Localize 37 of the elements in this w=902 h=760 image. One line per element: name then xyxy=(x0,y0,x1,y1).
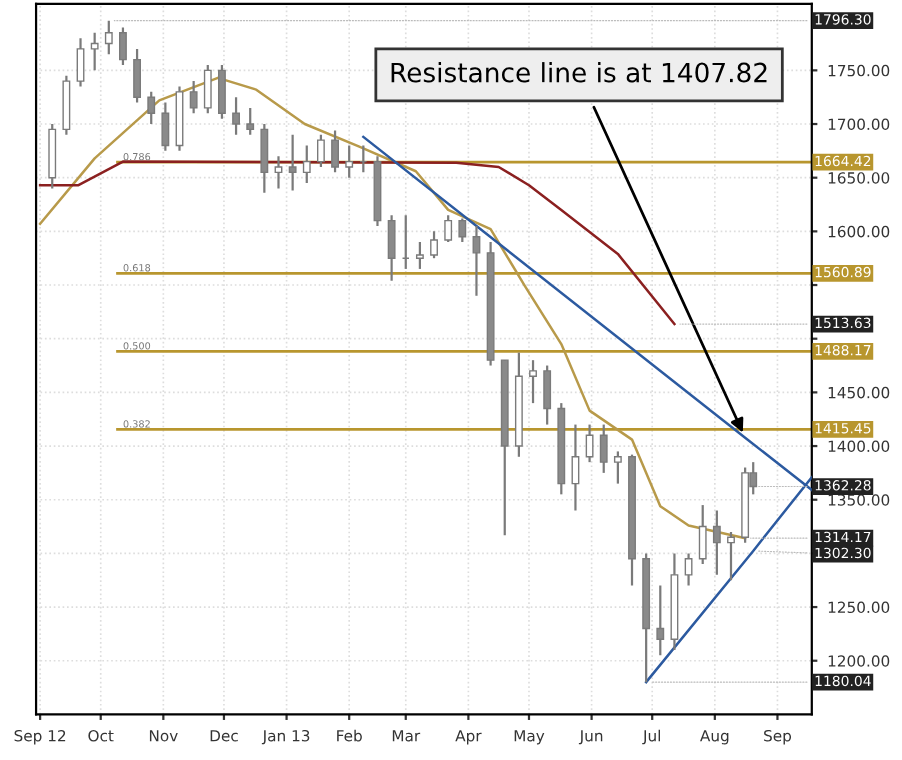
candlestick xyxy=(274,155,283,190)
annotation: Resistance line is at 1407.82 xyxy=(391,62,767,83)
candlestick xyxy=(246,106,255,136)
candlestick xyxy=(76,37,85,88)
candlestick xyxy=(203,63,212,115)
candlestick xyxy=(218,63,226,120)
candlestick xyxy=(345,144,354,179)
candlestick xyxy=(599,423,608,474)
candlestick xyxy=(133,47,142,104)
candlestick xyxy=(387,214,396,282)
candlestick xyxy=(529,359,537,405)
candlestick xyxy=(444,214,453,244)
candlestick xyxy=(698,503,707,566)
candlestick xyxy=(472,224,481,297)
candlestick xyxy=(232,96,240,136)
candlestick xyxy=(727,530,735,582)
candlestick xyxy=(613,450,622,485)
candlestick xyxy=(656,584,665,657)
candlestick xyxy=(288,133,297,192)
candlestick xyxy=(302,144,311,185)
candlestick xyxy=(260,122,269,194)
candlestick xyxy=(90,31,99,72)
candlestick xyxy=(161,101,170,152)
candlestick xyxy=(331,129,339,174)
candlestick xyxy=(430,230,438,260)
line-series xyxy=(38,160,676,326)
candlestick xyxy=(712,509,721,576)
candlestick xyxy=(543,364,552,426)
candlestick xyxy=(316,133,325,169)
candlestick xyxy=(684,552,693,587)
candlestick xyxy=(458,217,467,244)
candlestick xyxy=(119,26,127,67)
candlestick xyxy=(415,240,424,271)
candlestick xyxy=(104,19,113,56)
candlestick xyxy=(585,423,594,464)
candlestick xyxy=(189,79,198,115)
candlestick xyxy=(147,90,156,126)
